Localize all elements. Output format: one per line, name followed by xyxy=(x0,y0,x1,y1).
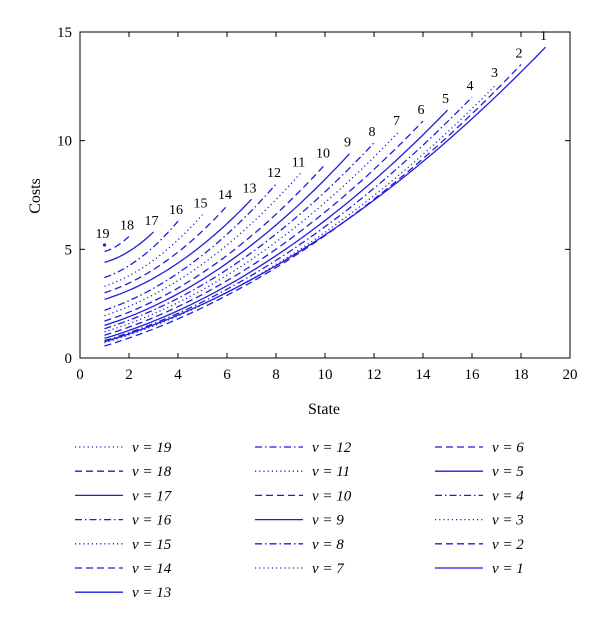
legend-label: ν = 9 xyxy=(312,513,344,529)
series-18-line xyxy=(104,235,130,253)
legend-label: ν = 17 xyxy=(132,488,173,504)
legend-entry: ν = 10 xyxy=(255,488,352,504)
legend-entry: ν = 5 xyxy=(435,464,524,480)
series-11-line xyxy=(104,172,301,317)
y-tick-label: 5 xyxy=(65,242,73,258)
series-2-line xyxy=(104,64,522,347)
legend-entry: ν = 19 xyxy=(75,440,172,456)
x-tick-label: 2 xyxy=(125,367,133,383)
series-1-end-label: 1 xyxy=(540,29,547,44)
x-tick-label: 18 xyxy=(514,367,529,383)
legend-label: ν = 6 xyxy=(492,440,524,456)
series-9-end-label: 9 xyxy=(344,136,351,151)
legend-entry: ν = 15 xyxy=(75,537,172,553)
legend-entry: ν = 13 xyxy=(75,585,171,601)
series-8-end-label: 8 xyxy=(369,125,376,140)
legend-label: ν = 16 xyxy=(132,513,172,529)
x-tick-label: 4 xyxy=(174,367,182,383)
series-19-point xyxy=(102,243,107,247)
x-tick-label: 14 xyxy=(416,367,432,383)
legend-label: ν = 8 xyxy=(312,537,344,553)
legend-entry: ν = 11 xyxy=(255,464,350,480)
legend-entry: ν = 16 xyxy=(75,513,172,529)
series-8-line xyxy=(104,142,375,330)
legend-label: ν = 10 xyxy=(312,488,352,504)
series-3-end-label: 3 xyxy=(491,66,498,81)
legend-entry: ν = 3 xyxy=(435,513,524,529)
x-tick-label: 20 xyxy=(563,367,578,383)
series-10-line xyxy=(104,164,326,322)
series-14-line xyxy=(104,205,228,294)
legend-entry: ν = 9 xyxy=(255,513,344,529)
legend-label: ν = 3 xyxy=(492,513,524,529)
legend-entry: ν = 14 xyxy=(75,561,172,577)
series-16-line xyxy=(104,220,179,279)
series-11-end-label: 11 xyxy=(292,155,305,170)
y-tick-label: 15 xyxy=(57,25,72,41)
legend-label: ν = 11 xyxy=(312,464,350,480)
legend-label: ν = 13 xyxy=(132,585,171,601)
legend-label: ν = 5 xyxy=(492,464,524,480)
series-12-line xyxy=(104,183,277,311)
legend-entry: ν = 2 xyxy=(435,537,524,553)
legend-label: ν = 12 xyxy=(312,440,352,456)
y-tick-label: 0 xyxy=(65,351,73,367)
legend-entry: ν = 4 xyxy=(435,488,524,504)
legend-label: ν = 19 xyxy=(132,440,172,456)
series-14-end-label: 14 xyxy=(218,188,232,203)
legend-label: ν = 1 xyxy=(492,561,524,577)
series-15-end-label: 15 xyxy=(194,197,208,212)
series-6-line xyxy=(104,120,424,336)
legend-entry: ν = 7 xyxy=(255,561,345,577)
legend: ν = 19 ν = 18 ν = 17 ν = 16 ν = 15 ν = 14 ν = … xyxy=(75,440,524,601)
series-17-end-label: 17 xyxy=(145,214,159,229)
series-6-end-label: 6 xyxy=(418,103,425,118)
y-axis-label: Costs xyxy=(27,178,44,214)
series-16-end-label: 16 xyxy=(169,203,183,218)
curves xyxy=(102,46,546,347)
series-7-end-label: 7 xyxy=(393,114,400,129)
legend-label: ν = 14 xyxy=(132,561,172,577)
series-18-end-label: 18 xyxy=(120,218,134,233)
legend-entry: ν = 1 xyxy=(435,561,524,577)
x-tick-label: 12 xyxy=(367,367,382,383)
x-tick-label: 10 xyxy=(318,367,333,383)
x-axis-label: State xyxy=(308,401,340,418)
legend-entry: ν = 18 xyxy=(75,464,172,480)
legend-label: ν = 7 xyxy=(312,561,345,577)
legend-label: ν = 18 xyxy=(132,464,172,480)
y-tick-label: 10 xyxy=(57,134,72,150)
series-4-end-label: 4 xyxy=(467,79,474,94)
series-13-line xyxy=(104,198,252,300)
x-tick-label: 0 xyxy=(76,367,84,383)
series-15-line xyxy=(104,214,203,287)
x-tick-label: 16 xyxy=(465,367,481,383)
series-2-end-label: 2 xyxy=(516,47,523,62)
series-17-line xyxy=(104,231,154,264)
series-12-end-label: 12 xyxy=(267,166,281,181)
series-9-line xyxy=(104,153,350,327)
series-7-line xyxy=(104,131,399,333)
series-5-end-label: 5 xyxy=(442,92,449,107)
legend-label: ν = 4 xyxy=(492,488,524,504)
x-tick-label: 8 xyxy=(272,367,280,383)
series-19-end-label: 19 xyxy=(96,227,110,242)
series-13-end-label: 13 xyxy=(243,181,257,196)
series-5-line xyxy=(104,109,448,340)
x-tick-label: 6 xyxy=(223,367,231,383)
legend-entry: ν = 12 xyxy=(255,440,352,456)
legend-entry: ν = 6 xyxy=(435,440,524,456)
legend-label: ν = 15 xyxy=(132,537,172,553)
legend-entry: ν = 17 xyxy=(75,488,173,504)
series-4-line xyxy=(104,96,473,342)
legend-entry: ν = 8 xyxy=(255,537,344,553)
series-10-end-label: 10 xyxy=(316,147,330,162)
legend-label: ν = 2 xyxy=(492,537,524,553)
